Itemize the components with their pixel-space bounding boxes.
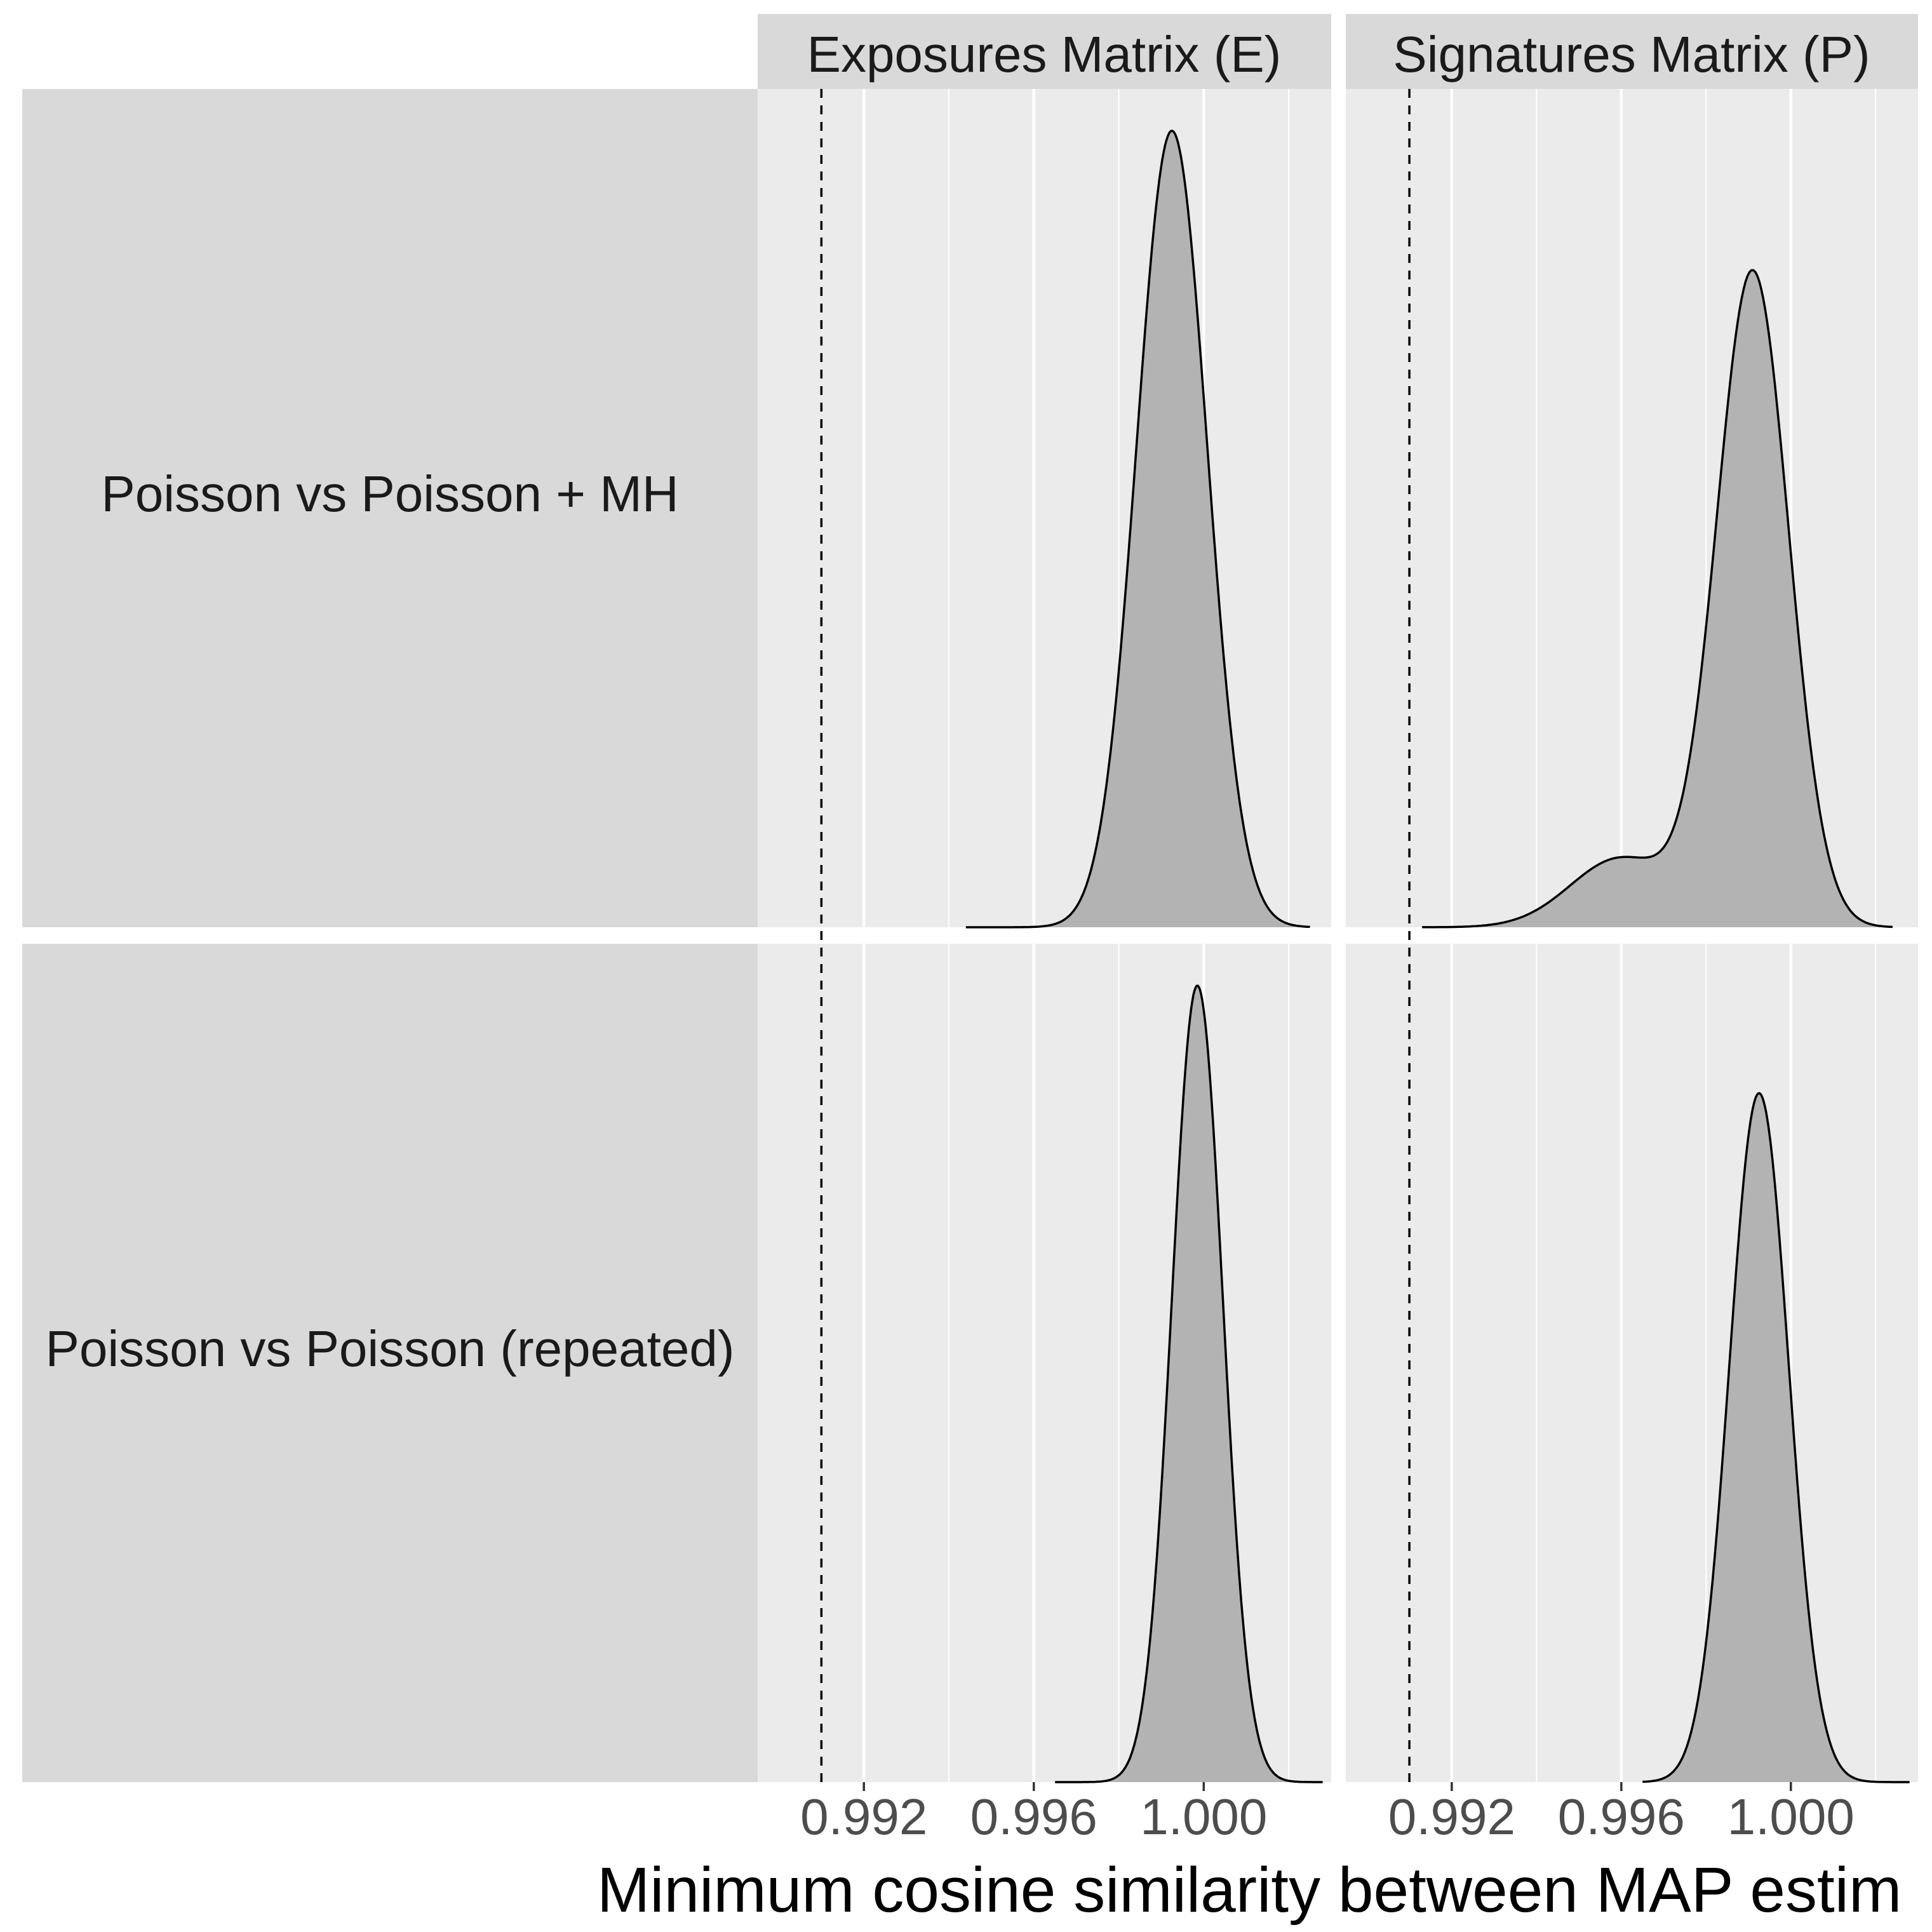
density-curve bbox=[1422, 269, 1893, 929]
panel-2-2 bbox=[1346, 944, 1918, 1783]
column-strip-1: Exposures Matrix (E) bbox=[758, 14, 1331, 89]
row-strip-label-1: Poisson vs Poisson + MH bbox=[101, 466, 678, 522]
density-area bbox=[1422, 270, 1893, 927]
panel-background bbox=[1346, 944, 1918, 1782]
density-curve bbox=[1055, 984, 1323, 1783]
column-strip-label-1: Exposures Matrix (E) bbox=[807, 26, 1282, 83]
x-tick-label: 1.000 bbox=[1727, 1788, 1855, 1845]
x-tick-label: 0.996 bbox=[1558, 1788, 1685, 1845]
column-strip-2: Signatures Matrix (P) bbox=[1346, 14, 1918, 89]
density-curve bbox=[965, 130, 1310, 929]
x-tick-label: 0.996 bbox=[970, 1788, 1097, 1845]
x-tick-label: 0.992 bbox=[1388, 1788, 1515, 1845]
column-strip-label-2: Signatures Matrix (P) bbox=[1393, 26, 1870, 83]
panel-background bbox=[758, 89, 1331, 927]
density-curve bbox=[1642, 1092, 1910, 1783]
panel-1-1 bbox=[758, 89, 1331, 929]
row-strip-1: Poisson vs Poisson + MH bbox=[22, 89, 758, 927]
panel-2-1 bbox=[758, 944, 1331, 1783]
x-tick-label: 0.992 bbox=[800, 1788, 927, 1845]
panel-background bbox=[1346, 89, 1918, 927]
density-area bbox=[1055, 986, 1323, 1782]
x-tick-label: 1.000 bbox=[1140, 1788, 1267, 1845]
density-area bbox=[965, 131, 1310, 927]
panel-grid bbox=[758, 89, 1918, 1783]
x-axis-title: Minimum cosine similarity between MAP es… bbox=[597, 1855, 1902, 1926]
row-strip-2: Poisson vs Poisson (repeated) bbox=[22, 944, 758, 1782]
x-axis-ticks: 0.992 0.996 1.000 0.992 0.996 1.000 bbox=[800, 1782, 1855, 1845]
panel-1-2 bbox=[1346, 89, 1918, 929]
density-area bbox=[1642, 1093, 1910, 1782]
row-strip-label-2: Poisson vs Poisson (repeated) bbox=[46, 1320, 735, 1377]
